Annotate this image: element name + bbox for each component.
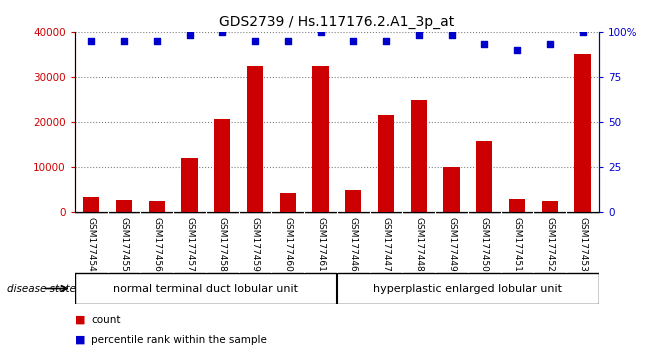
Text: GSM177455: GSM177455 [120, 217, 128, 272]
Bar [279, 193, 296, 212]
Point [184, 33, 195, 38]
Bar [312, 66, 329, 212]
Text: normal terminal duct lobular unit: normal terminal duct lobular unit [113, 284, 298, 293]
Bar [574, 55, 590, 212]
Point [152, 38, 162, 44]
Point [545, 42, 555, 47]
Bar [443, 167, 460, 212]
Bar [345, 190, 361, 212]
Bar [182, 158, 198, 212]
Point [86, 38, 96, 44]
Point [315, 29, 326, 35]
Text: GSM177451: GSM177451 [512, 217, 521, 272]
Text: GSM177447: GSM177447 [381, 217, 391, 272]
Bar [247, 66, 263, 212]
Text: GSM177453: GSM177453 [578, 217, 587, 272]
Point [217, 29, 227, 35]
Text: hyperplastic enlarged lobular unit: hyperplastic enlarged lobular unit [374, 284, 562, 293]
Point [447, 33, 457, 38]
Text: GSM177460: GSM177460 [283, 217, 292, 272]
Bar [411, 99, 427, 212]
Bar [378, 115, 395, 212]
Text: GSM177448: GSM177448 [414, 217, 423, 272]
Point [118, 38, 129, 44]
Text: GSM177454: GSM177454 [87, 217, 96, 272]
Text: percentile rank within the sample: percentile rank within the sample [91, 335, 267, 344]
Point [381, 38, 391, 44]
Point [283, 38, 293, 44]
Text: GSM177457: GSM177457 [185, 217, 194, 272]
Point [512, 47, 522, 53]
Text: GSM177459: GSM177459 [251, 217, 260, 272]
Point [413, 33, 424, 38]
Text: GSM177461: GSM177461 [316, 217, 325, 272]
Bar [476, 141, 492, 212]
Text: count: count [91, 315, 120, 325]
Text: ■: ■ [75, 315, 85, 325]
Point [348, 38, 359, 44]
Bar [509, 199, 525, 212]
Text: GSM177449: GSM177449 [447, 217, 456, 272]
Text: GSM177458: GSM177458 [217, 217, 227, 272]
Text: disease state: disease state [7, 284, 76, 293]
Text: ■: ■ [75, 335, 85, 344]
Point [577, 29, 588, 35]
Point [250, 38, 260, 44]
Bar [83, 196, 100, 212]
Bar [542, 201, 558, 212]
Bar [148, 201, 165, 212]
Title: GDS2739 / Hs.117176.2.A1_3p_at: GDS2739 / Hs.117176.2.A1_3p_at [219, 16, 454, 29]
Point [479, 42, 490, 47]
Bar [214, 119, 230, 212]
Bar [116, 200, 132, 212]
Text: GSM177446: GSM177446 [349, 217, 358, 272]
Text: GSM177456: GSM177456 [152, 217, 161, 272]
Text: GSM177452: GSM177452 [546, 217, 554, 272]
Text: GSM177450: GSM177450 [480, 217, 489, 272]
